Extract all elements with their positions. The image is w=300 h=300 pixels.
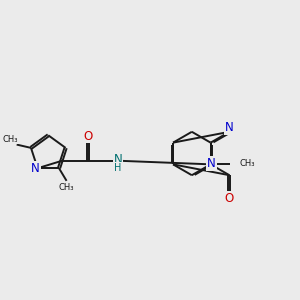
Text: O: O (224, 192, 234, 205)
Text: N: N (114, 153, 122, 166)
Text: N: N (225, 121, 234, 134)
Text: N: N (207, 157, 216, 170)
Text: CH₃: CH₃ (59, 183, 74, 192)
Text: O: O (83, 130, 93, 142)
Text: CH₃: CH₃ (3, 135, 18, 144)
Text: H: H (114, 163, 122, 173)
Text: CH₃: CH₃ (239, 159, 255, 168)
Text: N: N (31, 162, 40, 175)
